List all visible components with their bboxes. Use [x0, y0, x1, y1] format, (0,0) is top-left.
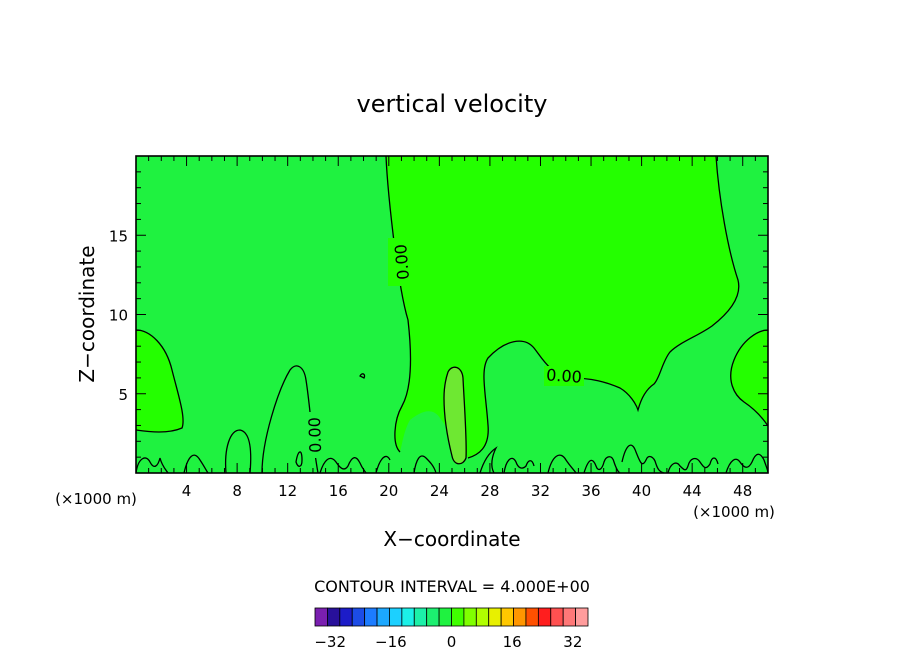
y-tick-label: 10 — [109, 307, 128, 325]
colorbar-tick-label: −32 — [314, 633, 346, 651]
colorbar-tick-label: 0 — [447, 633, 457, 651]
x-tick-label: 28 — [480, 482, 499, 500]
colorbar-swatch — [550, 607, 564, 627]
colorbar-swatch — [488, 607, 502, 627]
contour-label: 0.00 — [305, 417, 325, 453]
colorbar-ticks: −32 −16 0 16 32 — [314, 633, 582, 651]
contour-lines — [135, 155, 769, 474]
x-unit-right: (×1000 m) — [693, 503, 775, 521]
colorbar-swatch — [339, 607, 353, 627]
y-tick-label: 15 — [109, 227, 128, 245]
colorbar-swatch — [426, 607, 440, 627]
x-unit-left: (×1000 m) — [55, 490, 137, 508]
contour-label: 0.00 — [391, 243, 413, 280]
colorbar-swatch — [451, 607, 465, 627]
updraft-region — [386, 156, 739, 458]
x-tick-label: 8 — [232, 482, 242, 500]
contour-interval: CONTOUR INTERVAL = 4.000E+00 — [314, 577, 590, 596]
colorbar-swatch — [513, 607, 527, 627]
x-tick-label: 20 — [379, 482, 398, 500]
colorbar-swatch — [389, 607, 403, 627]
x-axis-label: X−coordinate — [383, 527, 520, 551]
updraft-core — [444, 367, 467, 464]
left-bump-region — [136, 330, 184, 432]
x-tick-label: 48 — [733, 482, 752, 500]
x-tick-label: 12 — [278, 482, 297, 500]
colorbar-swatch — [413, 607, 428, 627]
y-tick-label: 5 — [118, 386, 128, 404]
colorbar-swatch — [327, 607, 341, 627]
colorbar-tick-label: −16 — [375, 633, 407, 651]
colorbar-swatch — [364, 607, 378, 627]
contour-field: 0.00 0.00 0.00 — [135, 155, 769, 474]
colorbar-swatch — [438, 607, 452, 627]
colorbar — [314, 607, 589, 627]
x-tick-label: 24 — [430, 482, 449, 500]
x-tick-label: 44 — [683, 482, 702, 500]
x-tick-label: 32 — [531, 482, 550, 500]
x-axis: 4 8 12 16 20 24 28 32 36 40 44 48 — [135, 156, 769, 500]
colorbar-swatch — [525, 607, 539, 627]
colorbar-swatch — [314, 607, 328, 627]
right-bump-region — [730, 330, 768, 426]
y-axis-label: Z−coordinate — [75, 245, 99, 382]
x-tick-label: 40 — [632, 482, 651, 500]
colorbar-swatch — [500, 607, 514, 627]
colorbar-swatch — [575, 607, 589, 627]
colorbar-swatch — [376, 607, 390, 627]
colorbar-tick-label: 32 — [563, 633, 582, 651]
contour-label: 0.00 — [546, 365, 583, 386]
contour-line-labels: 0.00 0.00 0.00 — [305, 238, 584, 458]
colorbar-swatch — [562, 607, 576, 627]
x-tick-label: 36 — [581, 482, 600, 500]
x-tick-label: 16 — [329, 482, 348, 500]
colorbar-swatch — [463, 607, 477, 627]
colorbar-swatch — [537, 607, 552, 627]
colorbar-swatch — [401, 607, 415, 627]
colorbar-swatch — [351, 607, 366, 627]
x-tick-label: 4 — [182, 482, 192, 500]
y-axis: 5 10 15 — [109, 155, 768, 474]
colorbar-tick-label: 16 — [503, 633, 522, 651]
chart-title: vertical velocity — [357, 90, 548, 118]
colorbar-swatch — [475, 607, 490, 627]
